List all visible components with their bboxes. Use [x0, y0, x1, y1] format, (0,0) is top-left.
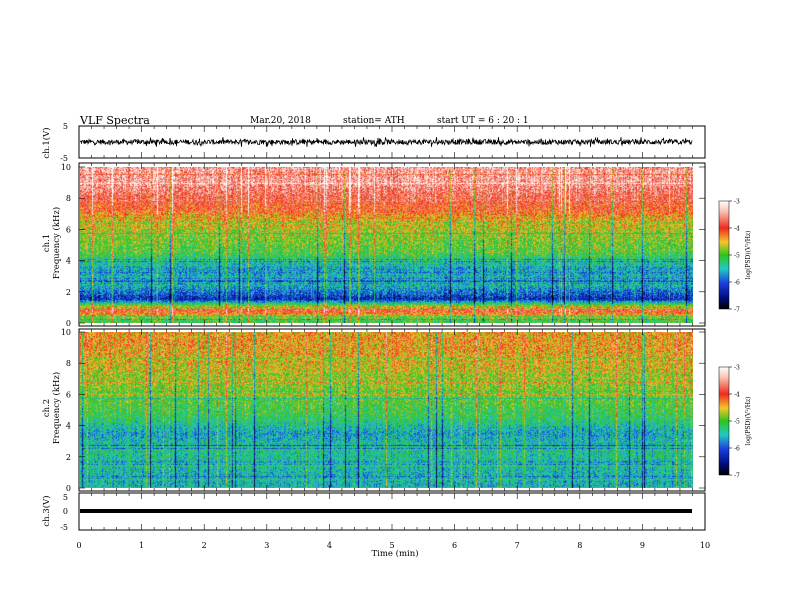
ch1-spectrogram-ylabel-freq: Frequency (kHz): [51, 207, 62, 279]
ch1-spectrogram-image: [80, 167, 693, 323]
colorbar-tick-label: -7: [734, 307, 740, 314]
ch1-colorbar-scale: [718, 200, 730, 310]
x-tick-label: 6: [452, 541, 457, 550]
ch1-waveform-line: [79, 136, 693, 148]
ch2-colorbar-scale: [718, 366, 730, 476]
y-tick-label: 8: [66, 194, 71, 203]
x-tick-label: 8: [577, 541, 582, 550]
station-label: station= ATH: [343, 116, 405, 126]
x-tick-label: 3: [264, 541, 269, 550]
ch2-spectrogram-ylabel-channel: ch.2: [42, 399, 52, 417]
y-tick-label: 0: [66, 319, 71, 328]
y-tick-label: 4: [66, 257, 71, 266]
ch2-spectrogram-image: [80, 332, 693, 488]
colorbar-tick-label: -3: [734, 199, 740, 206]
y-tick-label: 4: [66, 422, 71, 431]
y-tick-label: 2: [66, 288, 71, 297]
ch1-ytick-bottom: -5: [60, 154, 68, 163]
ch1-waveform-panel: 5 -5 ch.1(V): [41, 122, 706, 163]
date-label: Mar.20, 2018: [250, 116, 311, 126]
ch2-spectrogram-panel: 0 2 4 6 8 10 ch.2 Frequency (kHz): [42, 328, 706, 493]
ch3-waveform-line: [80, 509, 692, 513]
colorbar-tick-label: -6: [734, 280, 740, 287]
y-tick-label: 10: [61, 163, 71, 172]
ch1-colorbar-label: log(PSD)(V²/Hz): [745, 231, 752, 280]
ch2-colorbar-ticks: -3 -4 -5 -6 -7: [729, 365, 740, 480]
ch3-ytick-mid: 0: [63, 507, 68, 516]
x-tick-label: 10: [700, 541, 710, 550]
ch1-spectrogram-ylabel-channel: ch.1: [42, 234, 52, 252]
ch3-ytick-bottom: -5: [60, 523, 68, 532]
ch1-ytick-top: 5: [63, 122, 68, 131]
x-tick-label: 1: [139, 541, 144, 550]
ch1-yticks: 0 2 4 6 8 10: [61, 163, 705, 328]
colorbar-tick-label: -3: [734, 365, 740, 372]
y-tick-label: 10: [61, 328, 71, 337]
colorbar-tick-label: -5: [734, 419, 740, 426]
ch3-ytick-top: 5: [63, 493, 68, 502]
ch2-colorbar-label: log(PSD)(V²/Hz): [745, 397, 752, 446]
x-axis-ticks: 0 1 2 3 4 5 6 7 8 9 10: [76, 126, 710, 550]
x-tick-label: 2: [202, 541, 207, 550]
y-tick-label: 8: [66, 359, 71, 368]
ch1-spectrogram-panel: 0 2 4 6 8 10 ch.1 Frequency (kHz): [42, 162, 706, 328]
ch2-spectrogram-ylabel-freq: Frequency (kHz): [51, 372, 62, 444]
ch3-waveform-ylabel: ch.3(V): [41, 495, 52, 526]
colorbar-tick-label: -4: [734, 226, 740, 233]
y-tick-label: 6: [66, 390, 71, 399]
ch2-colorbar: -3 -4 -5 -6 -7 log(PSD)(V²/Hz): [718, 365, 752, 480]
colorbar-tick-label: -5: [734, 253, 740, 260]
ch1-colorbar: -3 -4 -5 -6 -7 log(PSD)(V²/Hz): [718, 199, 752, 314]
y-tick-label: 6: [66, 225, 71, 234]
ch3-waveform-panel: 5 0 -5 ch.3(V): [41, 492, 706, 532]
x-tick-label: 0: [76, 541, 81, 550]
x-tick-label: 4: [327, 541, 332, 550]
colorbar-tick-label: -6: [734, 446, 740, 453]
ch1-waveform-ylabel: ch.1(V): [41, 127, 52, 158]
y-tick-label: 0: [66, 484, 71, 493]
y-tick-label: 2: [66, 453, 71, 462]
ch2-yticks: 0 2 4 6 8 10: [61, 328, 705, 493]
colorbar-tick-label: -7: [734, 473, 740, 480]
ch1-colorbar-ticks: -3 -4 -5 -6 -7: [729, 199, 740, 314]
x-tick-label: 9: [640, 541, 645, 550]
start-time-label: start UT = 6 : 20 : 1: [437, 116, 529, 126]
x-axis-label: Time (min): [371, 548, 418, 559]
x-tick-label: 5: [389, 541, 394, 550]
figure-title: VLF Spectra: [79, 114, 150, 127]
colorbar-tick-label: -4: [734, 392, 740, 399]
x-tick-label: 7: [515, 541, 520, 550]
